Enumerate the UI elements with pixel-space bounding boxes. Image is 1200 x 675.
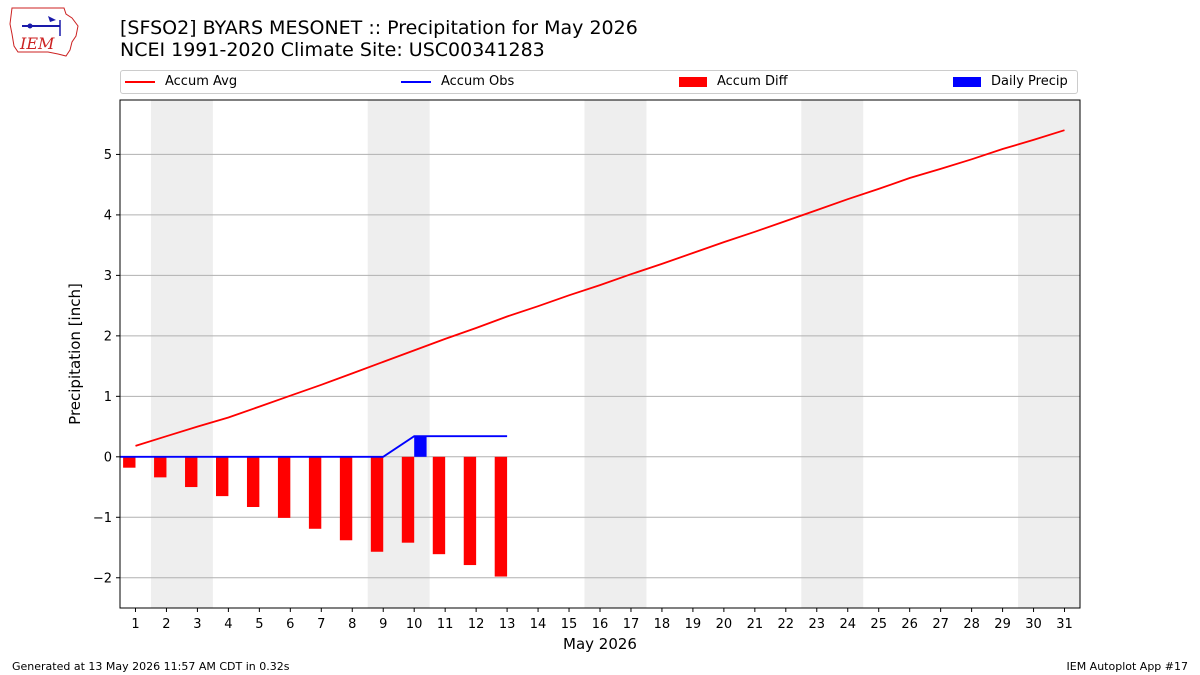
legend: Accum Avg Accum Obs Accum Diff Daily Pre… [120, 70, 1078, 94]
xtick-label-1: 1 [131, 617, 139, 632]
ytick-label-1: −1 [93, 511, 112, 526]
xtick-label-3: 3 [193, 617, 201, 632]
logo-text: IEM [19, 34, 55, 53]
xtick-label-22: 22 [778, 617, 795, 632]
xtick-label-19: 19 [685, 617, 702, 632]
xtick-label-8: 8 [348, 617, 356, 632]
xtick-label-20: 20 [716, 617, 733, 632]
weekend-band-4 [801, 100, 864, 608]
accum-diff-bar-3 [185, 456, 198, 488]
ytick-label-3: 1 [104, 390, 112, 405]
iem-logo: IEM [9, 7, 79, 57]
xtick-label-24: 24 [839, 617, 856, 632]
xtick-label-14: 14 [530, 617, 547, 632]
xtick-label-13: 13 [499, 617, 516, 632]
legend-swatch-daily-precip [953, 76, 981, 87]
xtick-label-10: 10 [406, 617, 423, 632]
daily-precip-bar-10 [414, 436, 427, 457]
accum-diff-bar-2 [154, 456, 167, 478]
weekend-band-5 [1018, 100, 1080, 608]
xtick-label-23: 23 [809, 617, 826, 632]
xtick-label-15: 15 [561, 617, 578, 632]
xtick-label-17: 17 [623, 617, 640, 632]
xtick-label-25: 25 [870, 617, 887, 632]
xtick-label-9: 9 [379, 617, 387, 632]
generated-note: Generated at 13 May 2026 11:57 AM CDT in… [12, 660, 290, 673]
xtick-label-12: 12 [468, 617, 485, 632]
legend-item-accum-avg: Accum Avg [125, 74, 237, 89]
legend-swatch-accum-diff [679, 76, 707, 87]
xtick-label-29: 29 [994, 617, 1011, 632]
xtick-label-30: 30 [1025, 617, 1042, 632]
accum-diff-bar-10 [401, 456, 415, 543]
legend-item-accum-obs: Accum Obs [401, 74, 514, 89]
legend-item-daily-precip: Daily Precip [953, 74, 1068, 89]
accum-diff-bar-6 [277, 456, 291, 518]
accum-diff-bar-1 [123, 456, 136, 468]
xtick-label-7: 7 [317, 617, 325, 632]
chart-subtitle: NCEI 1991-2020 Climate Site: USC00341283 [120, 39, 545, 61]
legend-swatch-accum-obs [401, 80, 431, 83]
accum-diff-bar-5 [246, 456, 260, 508]
weekend-band-1 [150, 100, 213, 608]
weekend-band-3 [584, 100, 647, 608]
chart-title: [SFSO2] BYARS MESONET :: Precipitation f… [120, 17, 638, 39]
y-axis-label: Precipitation [inch] [66, 283, 84, 425]
accum-diff-bar-13 [494, 456, 508, 577]
accum-obs-line [120, 435, 508, 458]
xtick-label-18: 18 [654, 617, 671, 632]
xtick-label-21: 21 [747, 617, 764, 632]
legend-swatch-accum-avg [125, 80, 155, 83]
accum-diff-bar-11 [432, 456, 446, 555]
accum-diff-bar-12 [463, 456, 477, 566]
xtick-label-2: 2 [162, 617, 170, 632]
legend-label-daily-precip: Daily Precip [991, 74, 1068, 89]
legend-label-accum-avg: Accum Avg [165, 74, 238, 89]
accum-diff-bar-7 [308, 456, 322, 529]
xtick-label-16: 16 [592, 617, 609, 632]
xtick-label-11: 11 [437, 617, 454, 632]
ytick-label-6: 4 [104, 208, 112, 223]
ytick-label-5: 3 [104, 269, 112, 284]
xtick-label-27: 27 [932, 617, 949, 632]
x-axis-label: May 2026 [563, 635, 637, 653]
legend-label-accum-obs: Accum Obs [441, 74, 515, 89]
xtick-label-26: 26 [901, 617, 918, 632]
xtick-label-6: 6 [286, 617, 294, 632]
xtick-label-4: 4 [224, 617, 232, 632]
xtick-label-28: 28 [963, 617, 980, 632]
legend-item-accum-diff: Accum Diff [679, 74, 788, 89]
accum-avg-line [135, 129, 1065, 447]
accum-diff-bar-9 [370, 456, 384, 552]
app-note: IEM Autoplot App #17 [1066, 660, 1189, 673]
ytick-label-7: 5 [104, 148, 112, 163]
accum-diff-bar-8 [339, 456, 353, 541]
xtick-label-31: 31 [1056, 617, 1073, 632]
ytick-label-4: 2 [104, 329, 112, 344]
xtick-label-5: 5 [255, 617, 263, 632]
ytick-label-2: 0 [104, 450, 112, 465]
legend-label-accum-diff: Accum Diff [717, 74, 788, 89]
ytick-label-0: −2 [93, 571, 112, 586]
accum-diff-bar-4 [216, 456, 229, 497]
